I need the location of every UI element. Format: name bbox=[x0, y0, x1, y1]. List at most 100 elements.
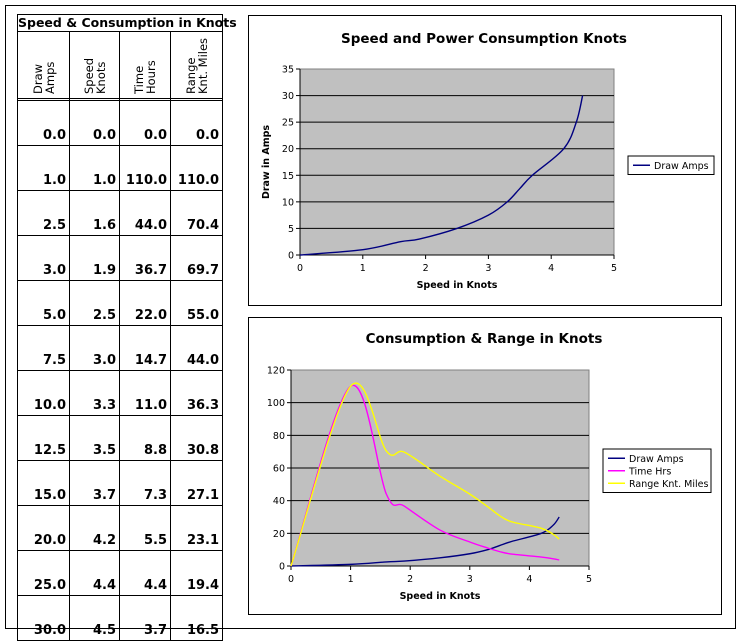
header-speed-knots-label: Speed Knots bbox=[81, 57, 108, 94]
table-cell: 8.8 bbox=[119, 415, 171, 461]
table-cell: 2.5 bbox=[17, 190, 70, 236]
y-tick-label: 5 bbox=[288, 224, 294, 235]
legend-label: Time Hrs bbox=[628, 466, 671, 477]
header-time-hours: Time Hours bbox=[119, 31, 171, 99]
table-cell: 4.4 bbox=[119, 550, 171, 596]
table-cell: 5.0 bbox=[17, 280, 70, 326]
table-cell: 19.4 bbox=[169, 550, 224, 596]
table-row: 5.0 2.5 22.0 55.0 bbox=[17, 280, 224, 326]
x-tick-label: 3 bbox=[485, 263, 491, 274]
header-range-miles: Range Knt. Miles bbox=[169, 31, 224, 99]
table-cell: 30.8 bbox=[169, 415, 224, 461]
table-row: 7.5 3.0 14.7 44.0 bbox=[17, 325, 224, 371]
table-cell: 12.5 bbox=[17, 415, 70, 461]
table-cell: 3.7 bbox=[69, 460, 120, 506]
table-cell: 1.0 bbox=[17, 145, 70, 191]
x-tick-label: 5 bbox=[586, 574, 592, 585]
x-tick-label: 1 bbox=[360, 263, 366, 274]
table-cell: 1.6 bbox=[69, 190, 120, 236]
table-cell: 2.5 bbox=[69, 280, 120, 326]
table-cell: 25.0 bbox=[17, 550, 70, 596]
y-tick-label: 30 bbox=[282, 91, 294, 102]
y-tick-label: 20 bbox=[282, 144, 294, 155]
plot-area bbox=[299, 68, 615, 256]
table-cell: 110.0 bbox=[119, 145, 171, 191]
table-cell: 0.0 bbox=[169, 100, 224, 146]
header-label-line: Hours bbox=[144, 60, 158, 94]
table-cell: 7.5 bbox=[17, 325, 70, 371]
header-draw-amps: Draw Amps bbox=[17, 31, 70, 99]
table-row: 1.0 1.0 110.0 110.0 bbox=[17, 145, 224, 191]
legend-box bbox=[627, 155, 715, 175]
y-tick-label: 10 bbox=[282, 197, 294, 208]
chart-speed-power-panel: Speed and Power Consumption Knots 0 5 10 15 2… bbox=[248, 15, 722, 306]
y-tick-label: 120 bbox=[267, 366, 285, 377]
chart-speed-power: Speed and Power Consumption Knots0510152… bbox=[261, 31, 715, 291]
x-tick-label: 4 bbox=[526, 574, 532, 585]
table-cell: 22.0 bbox=[119, 280, 171, 326]
table-cell: 7.3 bbox=[119, 460, 171, 506]
table-cell: 3.0 bbox=[17, 235, 70, 281]
header-draw-amps-label: Draw Amps bbox=[31, 61, 57, 94]
x-axis-label: Speed in Knots bbox=[417, 280, 498, 291]
table-cell: 20.0 bbox=[17, 505, 70, 551]
header-label-line: Knots bbox=[93, 61, 108, 94]
x-axis-label: Speed in Knots bbox=[400, 591, 481, 602]
table-cell: 30.0 bbox=[17, 595, 70, 641]
y-axis-label: Draw in Amps bbox=[261, 125, 272, 199]
header-label-line: Amps bbox=[42, 61, 57, 94]
y-tick-label: 20 bbox=[273, 529, 285, 540]
table-row: 15.0 3.7 7.3 27.1 bbox=[17, 460, 224, 506]
series-line bbox=[290, 382, 560, 567]
x-tick-label: 3 bbox=[467, 574, 473, 585]
y-tick-label: 15 bbox=[282, 171, 294, 182]
y-tick-label: 100 bbox=[267, 398, 285, 409]
table-cell: 3.5 bbox=[69, 415, 120, 461]
x-tick-label: 2 bbox=[423, 263, 429, 274]
table-cell: 36.7 bbox=[119, 235, 171, 281]
table-cell: 55.0 bbox=[169, 280, 224, 326]
table-title: Speed & Consumption in Knots bbox=[16, 14, 237, 32]
table-cell: 44.0 bbox=[169, 325, 224, 371]
table-cell: 36.3 bbox=[169, 370, 224, 416]
y-tick-label: 35 bbox=[282, 65, 294, 76]
speed-consumption-table: Speed & Consumption in Knots Draw Amps Spe… bbox=[16, 14, 237, 641]
table-cell: 69.7 bbox=[169, 235, 224, 281]
y-tick-label: 60 bbox=[273, 464, 285, 475]
x-tick-label: 0 bbox=[297, 263, 303, 274]
header-label-line: Knt. Miles bbox=[195, 37, 210, 94]
chart-title: Speed and Power Consumption Knots bbox=[341, 31, 627, 47]
table-cell: 1.9 bbox=[69, 235, 120, 281]
x-tick-label: 2 bbox=[407, 574, 413, 585]
table-row: 3.0 1.9 36.7 69.7 bbox=[17, 235, 224, 281]
table-cell: 16.5 bbox=[169, 595, 224, 641]
table-row: 20.0 4.2 5.5 23.1 bbox=[17, 505, 224, 551]
chart-consumption-range-panel: Consumption & Range in Knots 0 20 40 60 80 100… bbox=[248, 317, 722, 615]
table-row: 2.5 1.6 44.0 70.4 bbox=[17, 190, 224, 236]
table-cell: 11.0 bbox=[119, 370, 171, 416]
header-range-miles-label: Range Knt. Miles bbox=[184, 37, 210, 94]
table-cell: 14.7 bbox=[119, 325, 171, 371]
x-tick-label: 1 bbox=[348, 574, 354, 585]
y-tick-label: 0 bbox=[288, 251, 294, 262]
y-tick-label: 0 bbox=[279, 562, 285, 573]
legend-label: Draw Amps bbox=[654, 161, 709, 172]
table-cell: 3.7 bbox=[119, 595, 171, 641]
y-tick-label: 25 bbox=[282, 118, 294, 129]
table-cell: 4.4 bbox=[69, 550, 120, 596]
header-label-line: Speed bbox=[81, 57, 96, 94]
sheet-frame bbox=[5, 5, 736, 629]
table-cell: 0.0 bbox=[17, 100, 70, 146]
table-header-row: Draw Amps Speed Knots Time Hours Range Knt. Mil… bbox=[17, 31, 224, 99]
legend-label: Range Knt. Miles bbox=[629, 479, 708, 490]
table-cell: 3.3 bbox=[69, 370, 120, 416]
table-row: 0.0 0.0 0.0 0.0 bbox=[17, 100, 224, 146]
table-cell: 4.5 bbox=[69, 595, 120, 641]
table-cell: 0.0 bbox=[119, 100, 171, 146]
x-tick-label: 0 bbox=[288, 574, 294, 585]
legend: Draw Amps bbox=[627, 155, 715, 175]
chart-consumption-range: Consumption & Range in Knots020406080100… bbox=[267, 331, 712, 602]
y-tick-label: 40 bbox=[273, 496, 285, 507]
table-cell: 27.1 bbox=[169, 460, 224, 506]
